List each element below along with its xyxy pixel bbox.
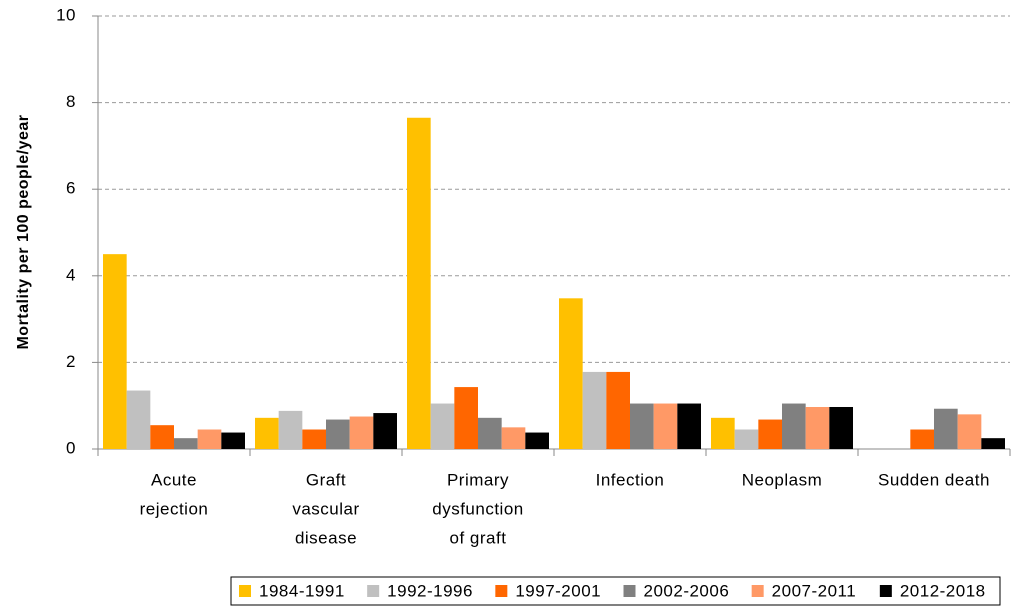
x-tick-label: disease xyxy=(295,528,357,547)
bar xyxy=(711,417,735,449)
bar xyxy=(197,429,222,449)
bar xyxy=(957,414,982,449)
bar xyxy=(934,408,958,449)
bar xyxy=(150,425,174,449)
bar xyxy=(525,432,549,449)
x-tick-label: Sudden death xyxy=(878,470,990,489)
bar xyxy=(126,390,151,449)
x-tick-label: Infection xyxy=(596,470,665,489)
bar xyxy=(829,406,853,449)
legend-swatch xyxy=(751,585,764,597)
x-tick-label: dysfunction xyxy=(432,499,524,518)
y-tick-label: 2 xyxy=(66,352,76,371)
x-tick-label: vascular xyxy=(292,499,359,518)
bar xyxy=(103,254,127,449)
bar xyxy=(758,419,782,449)
legend-label: 1997-2001 xyxy=(515,581,601,600)
y-tick-label: 4 xyxy=(66,265,76,284)
bar xyxy=(407,117,431,449)
bar xyxy=(559,298,583,449)
legend-swatch xyxy=(623,585,636,597)
bar xyxy=(501,427,526,449)
y-tick-label: 10 xyxy=(56,5,76,24)
bar xyxy=(302,429,326,449)
bar xyxy=(278,410,303,449)
bar xyxy=(255,417,279,449)
bar xyxy=(805,406,830,449)
legend-label: 1984-1991 xyxy=(259,581,345,600)
bar xyxy=(454,387,478,449)
bar xyxy=(630,403,654,449)
x-tick-label: Primary xyxy=(447,470,509,489)
legend-label: 2007-2011 xyxy=(772,581,857,600)
legend-swatch xyxy=(495,585,508,597)
legend-swatch xyxy=(879,585,892,597)
legend-label: 2012-2018 xyxy=(900,581,986,600)
bar xyxy=(221,432,245,449)
legend-swatch xyxy=(239,585,251,597)
x-tick-label: Graft xyxy=(306,470,346,489)
legend-label: 1992-1996 xyxy=(387,581,473,600)
y-tick-label: 0 xyxy=(66,438,76,457)
x-tick-label: of graft xyxy=(450,528,507,547)
bar xyxy=(373,413,397,449)
bar xyxy=(782,403,806,449)
x-tick-label: rejection xyxy=(140,499,209,518)
y-tick-label: 8 xyxy=(66,92,76,111)
bar xyxy=(174,438,198,449)
bar xyxy=(606,371,630,449)
bar xyxy=(582,371,607,449)
bar xyxy=(910,429,934,449)
x-tick-label: Neoplasm xyxy=(742,470,823,489)
legend-box xyxy=(230,576,1001,606)
bar xyxy=(430,403,455,449)
y-axis-label: Mortality per 100 people/year xyxy=(15,114,32,349)
bar xyxy=(478,417,502,449)
legend-label: 2002-2006 xyxy=(644,581,730,600)
bar xyxy=(981,438,1005,449)
bar xyxy=(653,403,678,449)
bar xyxy=(349,416,374,449)
y-tick-label: 6 xyxy=(66,179,76,198)
legend-swatch xyxy=(367,585,380,597)
bar xyxy=(677,403,701,449)
bar xyxy=(734,429,759,449)
x-tick-label: Acute xyxy=(151,470,197,489)
bar xyxy=(326,419,350,449)
